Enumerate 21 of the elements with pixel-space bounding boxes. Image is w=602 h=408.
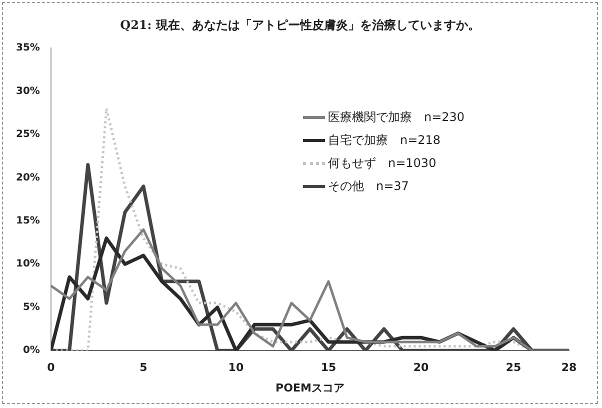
y-tick-label: 20% bbox=[16, 172, 40, 184]
x-tick-label: 15 bbox=[320, 361, 336, 374]
legend-label: 医療機関で加療 n=230 bbox=[328, 109, 465, 126]
x-tick-label: 28 bbox=[561, 361, 577, 374]
y-tick-label: 25% bbox=[16, 129, 40, 140]
x-tick-label: 0 bbox=[47, 361, 56, 374]
x-tick-label: 20 bbox=[413, 361, 429, 374]
y-tick-label: 30% bbox=[16, 86, 40, 97]
y-tick-label: 0% bbox=[22, 345, 40, 356]
x-tick-label: 5 bbox=[140, 361, 148, 374]
y-tick-label: 15% bbox=[16, 216, 40, 227]
y-tick-label: 35% bbox=[16, 42, 40, 54]
y-tick-label: 5% bbox=[22, 302, 40, 313]
legend-label: 自宅で加療 n=218 bbox=[328, 132, 441, 149]
x-tick-label: 25 bbox=[506, 361, 522, 374]
y-tick-label: 10% bbox=[16, 258, 40, 270]
legend-label: 何もせず n=1030 bbox=[328, 155, 436, 172]
chart-title: Q21: 現在、あなたは「アトピー性皮膚炎」を治療していますか。 bbox=[119, 17, 481, 34]
x-axis-title: POEMスコア bbox=[276, 381, 344, 394]
x-tick-label: 10 bbox=[228, 361, 244, 374]
legend-label: その他 n=37 bbox=[328, 178, 409, 195]
